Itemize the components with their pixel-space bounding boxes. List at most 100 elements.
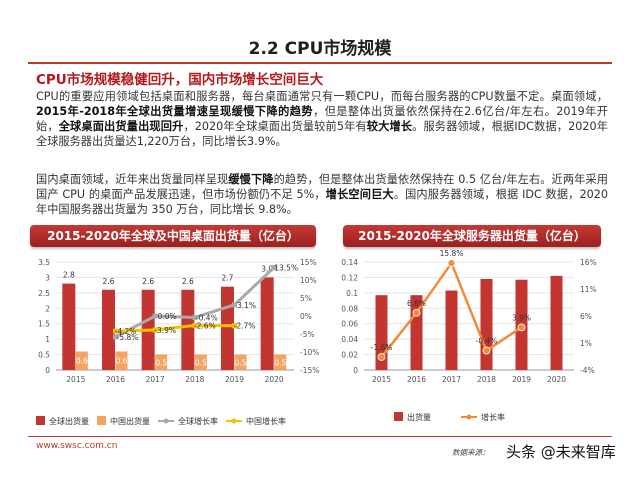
bar-0	[550, 275, 563, 370]
line-label: -1.6%	[371, 343, 393, 352]
bar-label: 0.5	[155, 358, 167, 367]
page-title: 2.2 CPU市场规模	[248, 39, 392, 59]
line-label: -5.8%	[117, 333, 139, 342]
line-point	[152, 313, 158, 319]
bar-label: 0.6	[116, 357, 128, 366]
y2-tick-label: 6%	[580, 312, 592, 321]
para2-text-3: 。国内服务器领域，根据 IDC 数据，2020 年中国服务器出货量为 350 万…	[36, 188, 608, 216]
legend-label: 全球增长率	[178, 416, 218, 426]
line-point	[271, 264, 277, 270]
series-line-1	[115, 323, 235, 333]
legend-swatch-marker	[466, 414, 472, 420]
bar-0	[445, 290, 458, 370]
bar-label: 2.6	[182, 277, 194, 286]
line-point	[482, 346, 491, 355]
bar-0	[181, 289, 195, 370]
footer-source: 数据来源：	[452, 448, 490, 457]
y-tick-label: 2	[45, 304, 50, 313]
bar-1	[155, 354, 168, 370]
paragraph-2: 国内桌面领域，近年来出货量同样呈现缓慢下降的趋势，但是整体出货量依然保持在 0.…	[36, 172, 608, 217]
legend-label: 出货量	[407, 412, 431, 422]
x-tick-label: 2018	[185, 375, 204, 384]
para2-text-2: 的趋势，但是整体出货量依然保持在 0.5 亿台/年左右。近两年采用国产 CPU …	[36, 173, 608, 201]
bar-label: 0.6	[76, 357, 88, 366]
bar-label: 2.8	[63, 271, 75, 280]
line-label: 15.8%	[440, 249, 464, 258]
line-point	[232, 302, 237, 308]
bar-0	[221, 286, 234, 370]
y-tick-label: 0.12	[341, 273, 358, 282]
line-point	[412, 308, 421, 317]
x-tick-label: 2016	[106, 375, 125, 384]
line-label: -0.4%	[196, 313, 218, 322]
para2-text-1: 国内桌面领域，近年来出货量同样呈现	[36, 173, 229, 186]
line-label: -4.2%	[115, 327, 137, 336]
legend-label: 增长率	[481, 412, 505, 422]
para1-text-1: CPU的重要应用领域包括桌面和服务器，每台桌面通常只有一颗CPU，而每台服务器的…	[36, 90, 608, 103]
line-label: -2.6%	[194, 321, 216, 330]
x-tick-label: 2015	[66, 375, 85, 384]
legend-swatch	[36, 416, 45, 425]
y2-tick-label: 1%	[580, 339, 592, 348]
watermark: 头条 @未来智库	[506, 443, 616, 461]
y-tick-label: 0.06	[341, 320, 358, 329]
footer-divider	[28, 436, 612, 437]
para1-text-4: 。服务器领域，根据IDC数据，2020年全球服务器出货量达1,220万台，同比增…	[36, 120, 608, 148]
y2-tick-label: -5%	[300, 330, 315, 339]
x-tick-label: 2019	[512, 375, 531, 384]
line-label: -0.4%	[476, 337, 498, 346]
y-tick-label: 0	[45, 366, 50, 375]
line-point	[517, 323, 526, 332]
desktop-shipment-chart: 0 0.5 1 1.5 2 2.5 3 3.5 -15% -10% -5% 0% 5% 10% 15% 201…	[36, 258, 319, 426]
line-point	[113, 328, 118, 334]
y-tick-label: 2.5	[38, 289, 50, 298]
bar-label: 0.5	[195, 358, 207, 367]
y-tick-label: 0.04	[341, 335, 358, 344]
y-tick-label: 0.08	[341, 304, 358, 313]
y2-tick-label: 11%	[580, 285, 597, 294]
y-tick-label: 3	[45, 273, 50, 282]
legend-swatch	[97, 416, 106, 425]
legend-label: 中国出货量	[110, 416, 150, 426]
legend-label: 全球出货量	[49, 416, 89, 426]
line-label: 6.6%	[407, 299, 426, 308]
y-tick-label: 1	[45, 335, 50, 344]
y2-tick-label: -4%	[580, 366, 595, 375]
legend-swatch-marker	[163, 418, 169, 424]
bar-1	[75, 351, 88, 370]
server-shipment-chart: 0 0.02 0.04 0.06 0.08 0.1 0.12 0.14 -4% 1% 6% 11% 16…	[341, 249, 597, 422]
para1-bold-2: 全球桌面出货量出现回升	[58, 120, 184, 133]
line-point	[192, 314, 198, 320]
line-label: 3.1%	[237, 301, 256, 310]
section-subtitle: CPU市场规模稳健回升，国内市场增长空间巨大	[36, 72, 324, 88]
legend-swatch	[394, 412, 403, 421]
line-point	[232, 323, 237, 329]
title-divider	[28, 62, 612, 64]
para1-text-3: ，2020年全球桌面出货量较前5年有	[183, 120, 367, 133]
para1-bold-1: 2015年-2018年全球出货量增速呈现缓慢下降的趋势	[36, 105, 313, 118]
bar-1	[194, 354, 207, 370]
bar-label: 3.0	[261, 264, 273, 273]
line-label: 13.5%	[274, 263, 298, 272]
x-tick-label: 2019	[225, 375, 244, 384]
line-point	[113, 334, 118, 340]
y-tick-label: 0.1	[346, 289, 358, 298]
x-tick-label: 2016	[407, 375, 426, 384]
line-point	[152, 327, 158, 333]
legend-label: 中国增长率	[246, 416, 286, 426]
para1-bold-3: 较大增长	[366, 120, 413, 133]
y-tick-label: 0.02	[341, 351, 358, 360]
bar-label: 0.5	[235, 358, 247, 367]
bar-1	[115, 351, 128, 370]
server-chart-title: 2015-2020年全球服务器出货量（亿台）	[343, 225, 601, 247]
x-tick-label: 2018	[477, 375, 496, 384]
y-tick-label: 0	[353, 366, 358, 375]
bar-0	[62, 283, 76, 370]
x-tick-label: 2015	[372, 375, 391, 384]
y-tick-label: 1.5	[38, 320, 50, 329]
bar-label: 2.6	[142, 277, 154, 286]
y2-tick-label: 5%	[300, 294, 312, 303]
para2-bold-2: 增长空间巨大	[325, 188, 394, 201]
legend-swatch-marker	[231, 418, 237, 424]
y2-tick-label: 0%	[300, 312, 312, 321]
